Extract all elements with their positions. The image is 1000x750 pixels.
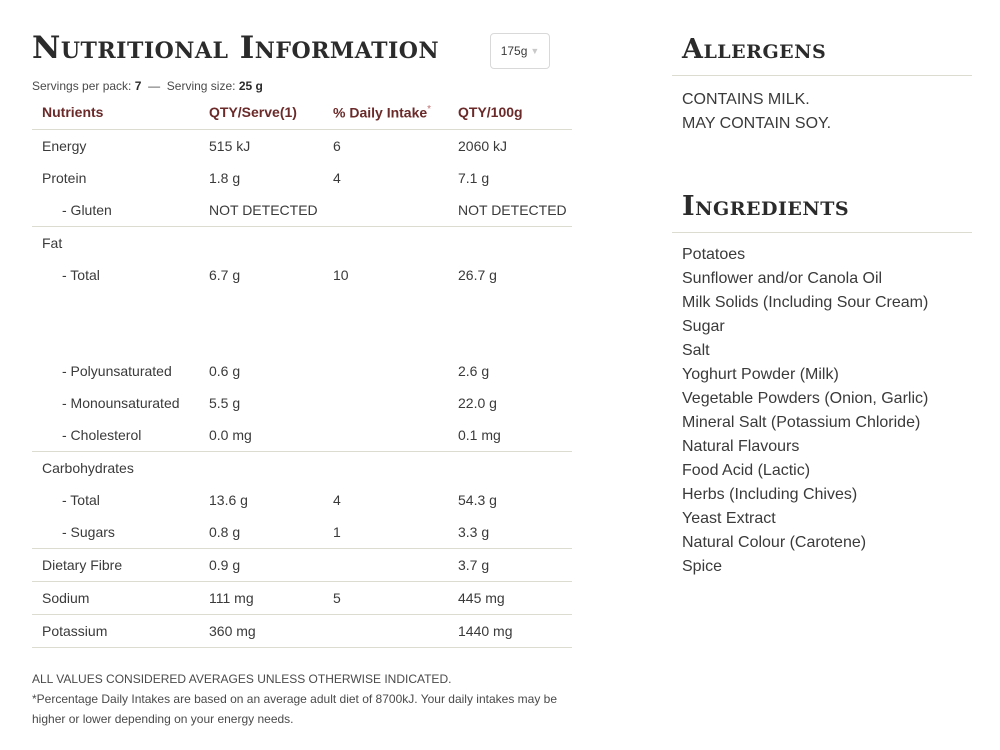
nutrient-daily-intake: 6 (333, 138, 341, 154)
ingredient-item: Vegetable Powders (Onion, Garlic) (682, 390, 929, 407)
nutrient-qty-serve: 5.5 g (209, 395, 241, 411)
nutrient-name: Dietary Fibre (42, 557, 123, 573)
column-header-qty-100g: QTY/100g (458, 104, 523, 120)
serving-size-select[interactable]: 175g ▼ (490, 33, 550, 69)
servings-per-pack-value: 7 (134, 79, 142, 93)
serving-size-label: Serving size: (166, 79, 236, 93)
nutrition-footnotes: ALL VALUES CONSIDERED AVERAGES UNLESS OT… (32, 669, 572, 729)
nutrient-name: - Total (62, 267, 100, 283)
nutrient-qty-serve: 6.7 g (209, 267, 241, 283)
nutrient-qty-100g: 7.1 g (458, 170, 490, 186)
row-divider (32, 548, 572, 549)
nutrition-table-header: Nutrients QTY/Serve(1) % Daily Intake* Q… (32, 98, 572, 130)
nutrient-qty-serve: 0.9 g (209, 557, 241, 573)
nutrient-name: - Sugars (62, 524, 115, 540)
nutrient-qty-serve: 360 mg (209, 623, 256, 639)
serving-size-select-value: 175g (500, 44, 528, 58)
allergens-divider (672, 75, 972, 76)
column-header-qty-serve: QTY/Serve(1) (209, 104, 297, 120)
nutrient-name: - Polyunsaturated (62, 363, 172, 379)
ingredient-item: Natural Colour (Carotene) (682, 534, 867, 551)
nutrient-name: Fat (42, 235, 63, 251)
ingredient-item: Yoghurt Powder (Milk) (682, 366, 839, 383)
nutrient-qty-100g: NOT DETECTED (458, 202, 567, 218)
ingredient-item: Salt (682, 342, 710, 359)
ingredient-item: Milk Solids (Including Sour Cream) (682, 294, 929, 311)
nutrient-name: - Cholesterol (62, 427, 142, 443)
nutrient-qty-100g: 2060 kJ (458, 138, 508, 154)
nutrient-name: Carbohydrates (42, 460, 134, 476)
allergens-list: CONTAINS MILK. MAY CONTAIN SOY. (682, 88, 831, 136)
ingredient-item: Sunflower and/or Canola Oil (682, 270, 883, 287)
daily-intake-label: % Daily Intake (333, 104, 428, 121)
chevron-down-icon: ▼ (530, 46, 540, 56)
ingredient-item: Potatoes (682, 246, 746, 263)
nutrient-name: Protein (42, 170, 87, 186)
nutrient-daily-intake: 4 (333, 170, 341, 186)
nutrient-qty-serve: 13.6 g (209, 492, 248, 508)
servings-info: Servings per pack: 7 — Serving size: 25 … (32, 79, 263, 93)
nutrient-qty-serve: NOT DETECTED (209, 202, 318, 218)
allergens-title: Allergens (682, 34, 827, 65)
nutrient-qty-100g: 54.3 g (458, 492, 497, 508)
nutrition-title: Nutritional Information (32, 30, 440, 66)
ingredient-item: Herbs (Including Chives) (682, 486, 858, 503)
row-divider (32, 226, 572, 227)
nutrient-qty-100g: 0.1 mg (458, 427, 501, 443)
serving-size-value: 25 g (238, 79, 263, 93)
nutrient-qty-100g: 3.3 g (458, 524, 490, 540)
nutrient-name: - Gluten (62, 202, 112, 218)
row-divider (32, 614, 572, 615)
nutrient-qty-serve: 0.6 g (209, 363, 241, 379)
nutrient-name: - Total (62, 492, 100, 508)
servings-per-pack-label: Servings per pack: (32, 79, 132, 93)
daily-intake-marker: * (427, 104, 432, 115)
nutrient-qty-100g: 2.6 g (458, 363, 490, 379)
nutrient-name: Potassium (42, 623, 108, 639)
allergen-item: CONTAINS MILK. (682, 91, 810, 108)
nutrient-daily-intake: 10 (333, 267, 349, 283)
footnote-daily-intake: *Percentage Daily Intakes are based on a… (32, 692, 558, 726)
ingredients-title: Ingredients (682, 191, 850, 222)
servings-separator: — (148, 79, 161, 93)
footnote-averages: ALL VALUES CONSIDERED AVERAGES UNLESS OT… (32, 672, 452, 686)
ingredient-item: Yeast Extract (682, 510, 776, 527)
nutrient-daily-intake: 5 (333, 590, 341, 606)
nutrient-name: Sodium (42, 590, 90, 606)
nutrient-name: - Monounsaturated (62, 395, 180, 411)
nutrient-qty-100g: 1440 mg (458, 623, 513, 639)
nutrient-qty-serve: 111 mg (209, 590, 254, 606)
ingredient-item: Natural Flavours (682, 438, 800, 455)
column-header-nutrients: Nutrients (42, 104, 104, 120)
nutrient-qty-100g: 3.7 g (458, 557, 490, 573)
nutrient-qty-100g: 26.7 g (458, 267, 497, 283)
nutrient-qty-serve: 0.8 g (209, 524, 241, 540)
nutrient-qty-serve: 515 kJ (209, 138, 251, 154)
nutrient-daily-intake: 1 (333, 524, 341, 540)
ingredient-item: Food Acid (Lactic) (682, 462, 811, 479)
row-divider (32, 647, 572, 648)
ingredients-list: Potatoes Sunflower and/or Canola Oil Mil… (682, 243, 928, 579)
nutrient-name: Energy (42, 138, 87, 154)
row-divider (32, 581, 572, 582)
column-header-daily-intake: % Daily Intake* (333, 104, 431, 121)
ingredient-item: Spice (682, 558, 723, 575)
nutrient-daily-intake: 4 (333, 492, 341, 508)
nutrient-qty-serve: 0.0 mg (209, 427, 252, 443)
ingredient-item: Sugar (682, 318, 725, 335)
nutrient-qty-100g: 445 mg (458, 590, 505, 606)
row-divider (32, 451, 572, 452)
allergen-item: MAY CONTAIN SOY. (682, 115, 832, 132)
ingredients-divider (672, 232, 972, 233)
ingredient-item: Mineral Salt (Potassium Chloride) (682, 414, 921, 431)
nutrient-qty-100g: 22.0 g (458, 395, 497, 411)
nutrient-qty-serve: 1.8 g (209, 170, 241, 186)
